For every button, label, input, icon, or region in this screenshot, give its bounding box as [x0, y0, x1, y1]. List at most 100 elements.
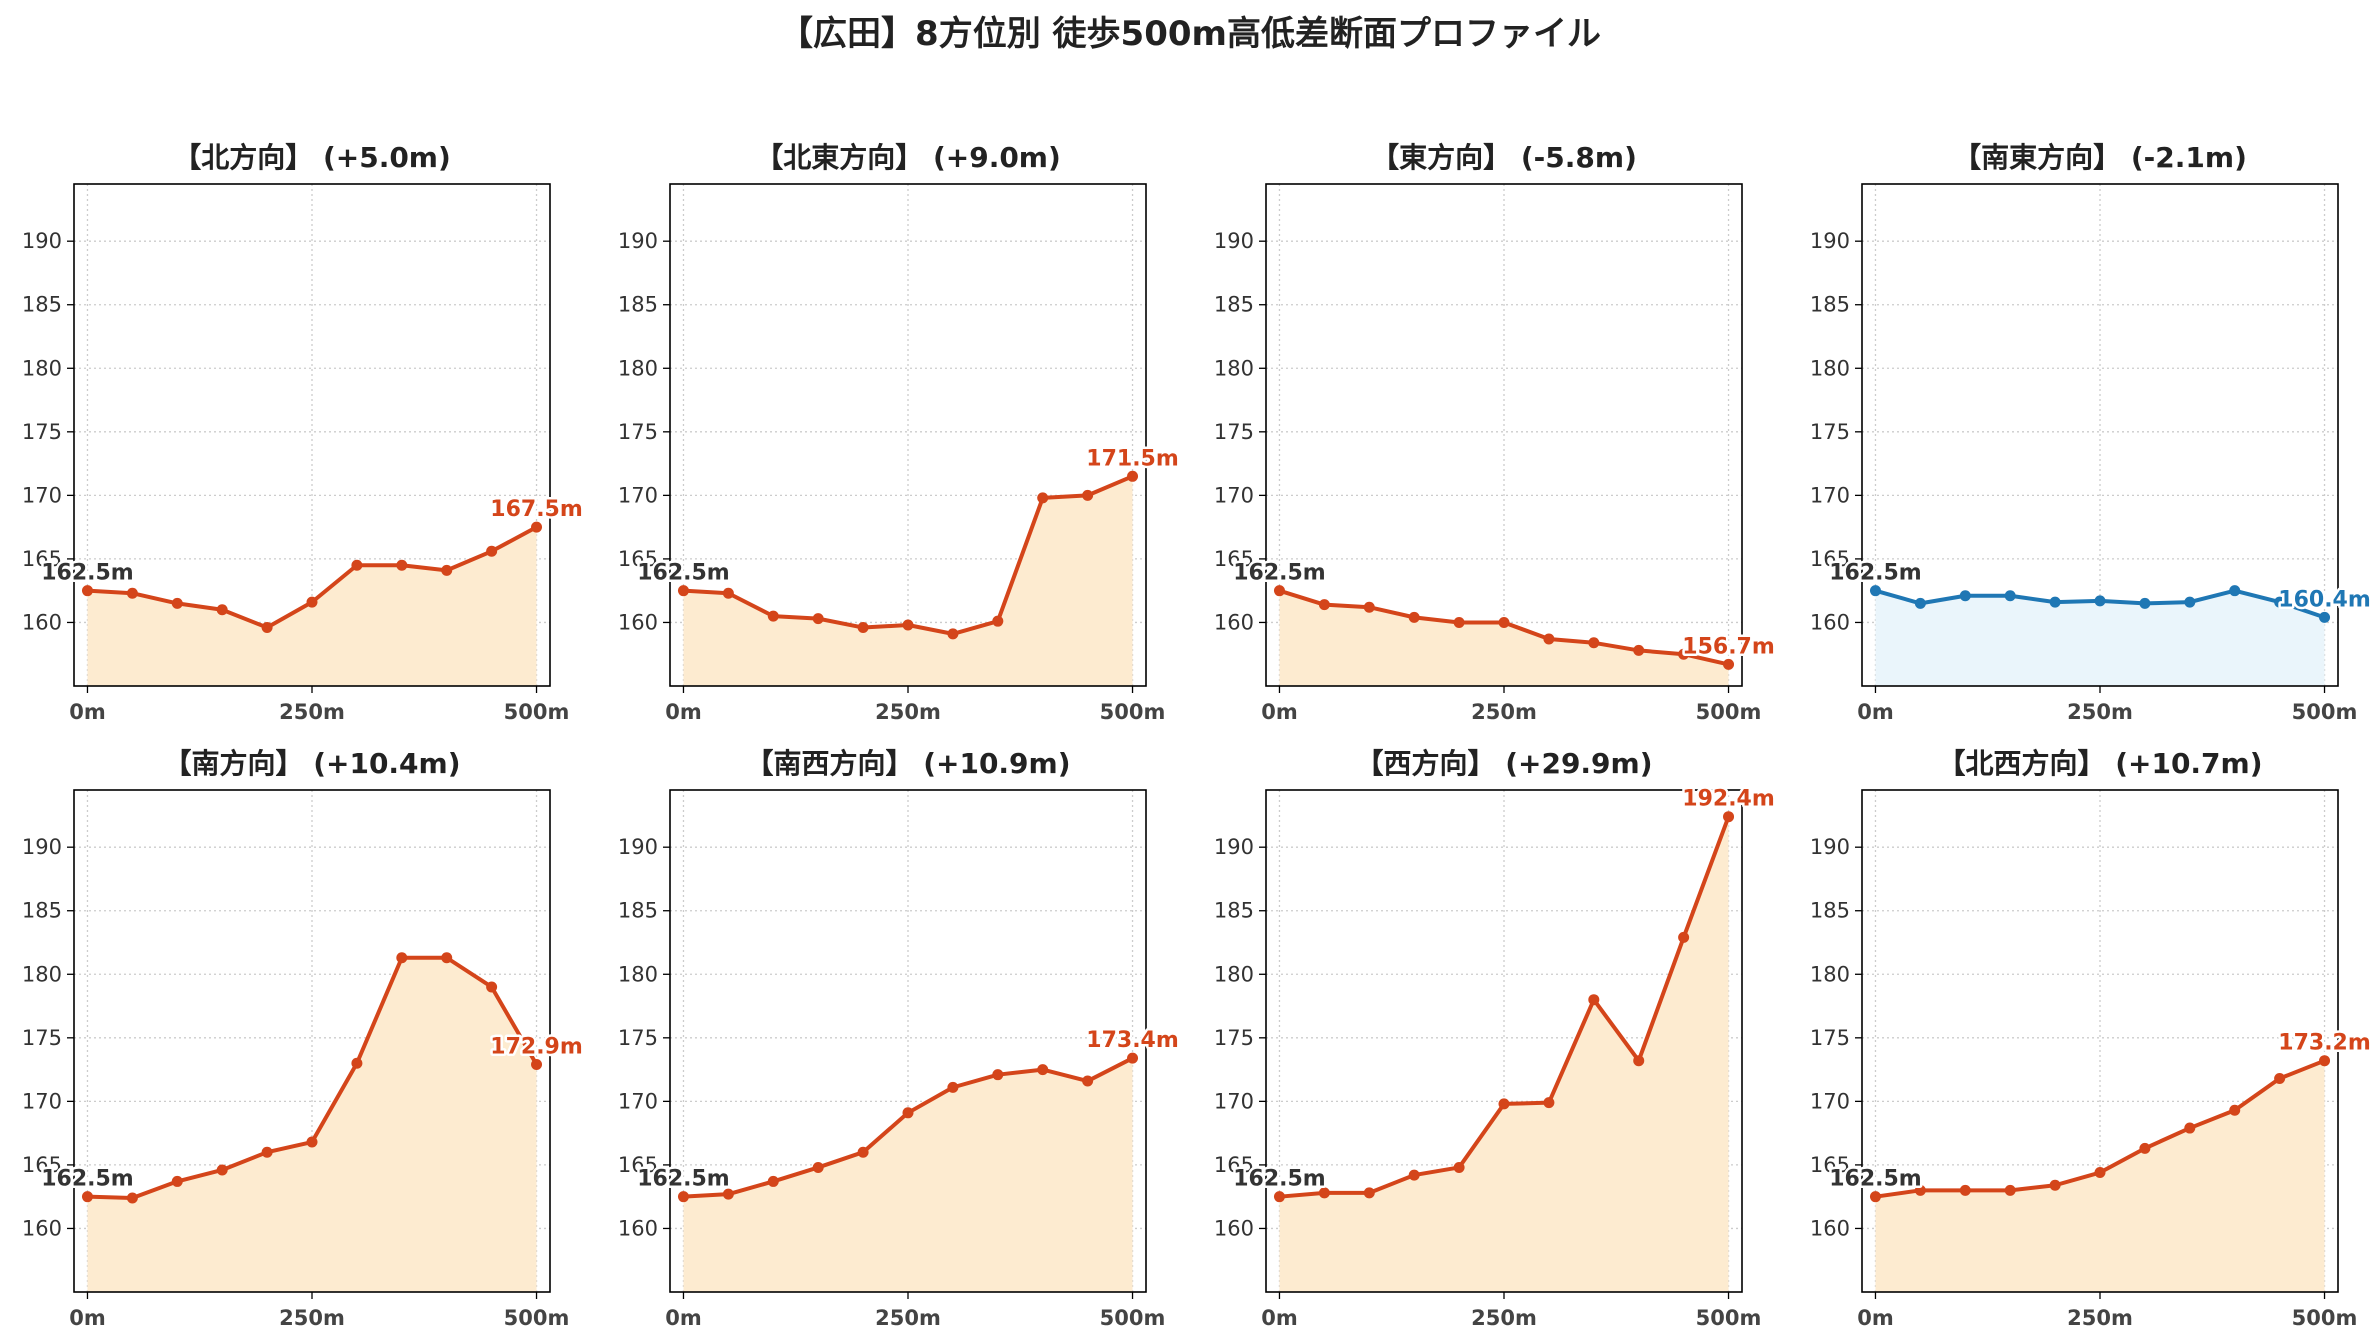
start-value-label: 162.5m — [637, 1167, 730, 1192]
y-tick-label: 170 — [618, 1089, 658, 1113]
data-point — [216, 1164, 228, 1176]
data-point — [2094, 595, 2106, 607]
y-tick-label: 170 — [1214, 1089, 1254, 1113]
y-tick-label: 180 — [1810, 356, 1850, 380]
data-point — [261, 1146, 273, 1158]
y-tick-label: 165 — [1810, 547, 1850, 571]
panel-title: 【南方向】 (+10.4m) — [163, 747, 460, 780]
y-tick-label: 185 — [22, 899, 62, 923]
data-point — [1869, 1191, 1881, 1203]
x-tick-label: 500m — [2292, 1306, 2358, 1330]
y-tick-label: 165 — [618, 1153, 658, 1177]
data-point — [2319, 1055, 2331, 1067]
x-tick-label: 0m — [1261, 700, 1298, 724]
x-tick-label: 500m — [1696, 700, 1762, 724]
y-tick-label: 185 — [1214, 899, 1254, 923]
y-tick-label: 180 — [1214, 962, 1254, 986]
data-point — [126, 587, 138, 599]
start-value-label: 162.5m — [1829, 1167, 1922, 1192]
y-tick-label: 160 — [618, 1216, 658, 1240]
data-point — [857, 1146, 869, 1158]
y-tick-label: 185 — [22, 293, 62, 317]
start-value-label: 162.5m — [41, 561, 134, 586]
end-value-label: 171.5m — [1086, 446, 1179, 471]
data-point — [441, 952, 453, 964]
data-point — [1498, 1098, 1510, 1110]
y-tick-label: 190 — [1810, 835, 1850, 859]
data-point — [2274, 596, 2286, 608]
data-point — [1037, 1064, 1049, 1076]
data-point — [722, 1188, 734, 1200]
panel-title: 【東方向】 (-5.8m) — [1371, 141, 1637, 174]
data-point — [2274, 1072, 2286, 1084]
end-value-label: 173.2m — [2278, 1031, 2371, 1056]
y-tick-label: 170 — [1810, 483, 1850, 507]
data-point — [1127, 470, 1139, 482]
data-point — [1543, 633, 1555, 645]
x-tick-label: 250m — [2067, 700, 2133, 724]
y-tick-label: 160 — [1810, 1216, 1850, 1240]
data-point — [2319, 611, 2331, 623]
data-point — [531, 521, 543, 533]
data-point — [1408, 1169, 1420, 1181]
data-point — [2229, 1104, 2241, 1116]
data-point — [947, 1081, 959, 1093]
chart-panel-1: 【北東方向】 (+9.0m) 160 165 170 175 180 185 190 0m 250… — [618, 141, 1181, 724]
y-tick-label: 190 — [1214, 835, 1254, 859]
area-fill — [683, 1058, 1133, 1292]
area-fill — [1875, 590, 2325, 686]
data-point — [1959, 1184, 1971, 1196]
area-fill — [683, 476, 1133, 686]
y-tick-label: 175 — [22, 420, 62, 444]
data-point — [1082, 1075, 1094, 1087]
data-point — [1273, 1191, 1285, 1203]
area-fill — [87, 957, 537, 1292]
x-tick-label: 500m — [1100, 700, 1166, 724]
data-point — [1543, 1097, 1555, 1109]
data-point — [767, 610, 779, 622]
y-tick-label: 165 — [1810, 1153, 1850, 1177]
data-point — [441, 564, 453, 576]
y-tick-label: 175 — [618, 1026, 658, 1050]
x-tick-label: 500m — [1100, 1306, 1166, 1330]
y-tick-label: 160 — [1214, 1216, 1254, 1240]
y-tick-label: 175 — [1214, 420, 1254, 444]
chart-panel-4: 【南方向】 (+10.4m) 160 165 170 175 180 185 190 0m 250… — [22, 747, 585, 1330]
x-tick-label: 500m — [504, 700, 570, 724]
data-point — [1127, 1052, 1139, 1064]
data-point — [81, 585, 93, 597]
y-tick-label: 170 — [1214, 483, 1254, 507]
data-point — [486, 981, 498, 993]
y-tick-label: 185 — [1810, 899, 1850, 923]
data-point — [992, 615, 1004, 627]
y-tick-label: 165 — [22, 1153, 62, 1177]
data-point — [2004, 1184, 2016, 1196]
data-point — [2184, 596, 2196, 608]
data-point — [992, 1069, 1004, 1081]
y-tick-label: 170 — [22, 483, 62, 507]
data-point — [1453, 616, 1465, 628]
data-point — [1408, 611, 1420, 623]
data-point — [1678, 931, 1690, 943]
data-point — [1082, 489, 1094, 501]
y-tick-label: 160 — [22, 1216, 62, 1240]
y-tick-label: 190 — [22, 229, 62, 253]
y-tick-label: 190 — [1810, 229, 1850, 253]
panel-title: 【南東方向】 (-2.1m) — [1953, 141, 2247, 174]
y-tick-label: 190 — [22, 835, 62, 859]
end-value-label: 192.4m — [1682, 787, 1775, 812]
y-tick-label: 190 — [618, 835, 658, 859]
x-tick-label: 250m — [2067, 1306, 2133, 1330]
x-tick-label: 0m — [665, 1306, 702, 1330]
x-tick-label: 0m — [1857, 1306, 1894, 1330]
data-point — [1633, 1055, 1645, 1067]
data-point — [306, 596, 318, 608]
data-point — [1723, 658, 1735, 670]
data-point — [486, 545, 498, 557]
y-tick-label: 175 — [618, 420, 658, 444]
end-value-label: 167.5m — [490, 497, 583, 522]
x-tick-label: 250m — [279, 1306, 345, 1330]
x-tick-label: 500m — [1696, 1306, 1762, 1330]
panel-title: 【北東方向】 (+9.0m) — [755, 141, 1061, 174]
